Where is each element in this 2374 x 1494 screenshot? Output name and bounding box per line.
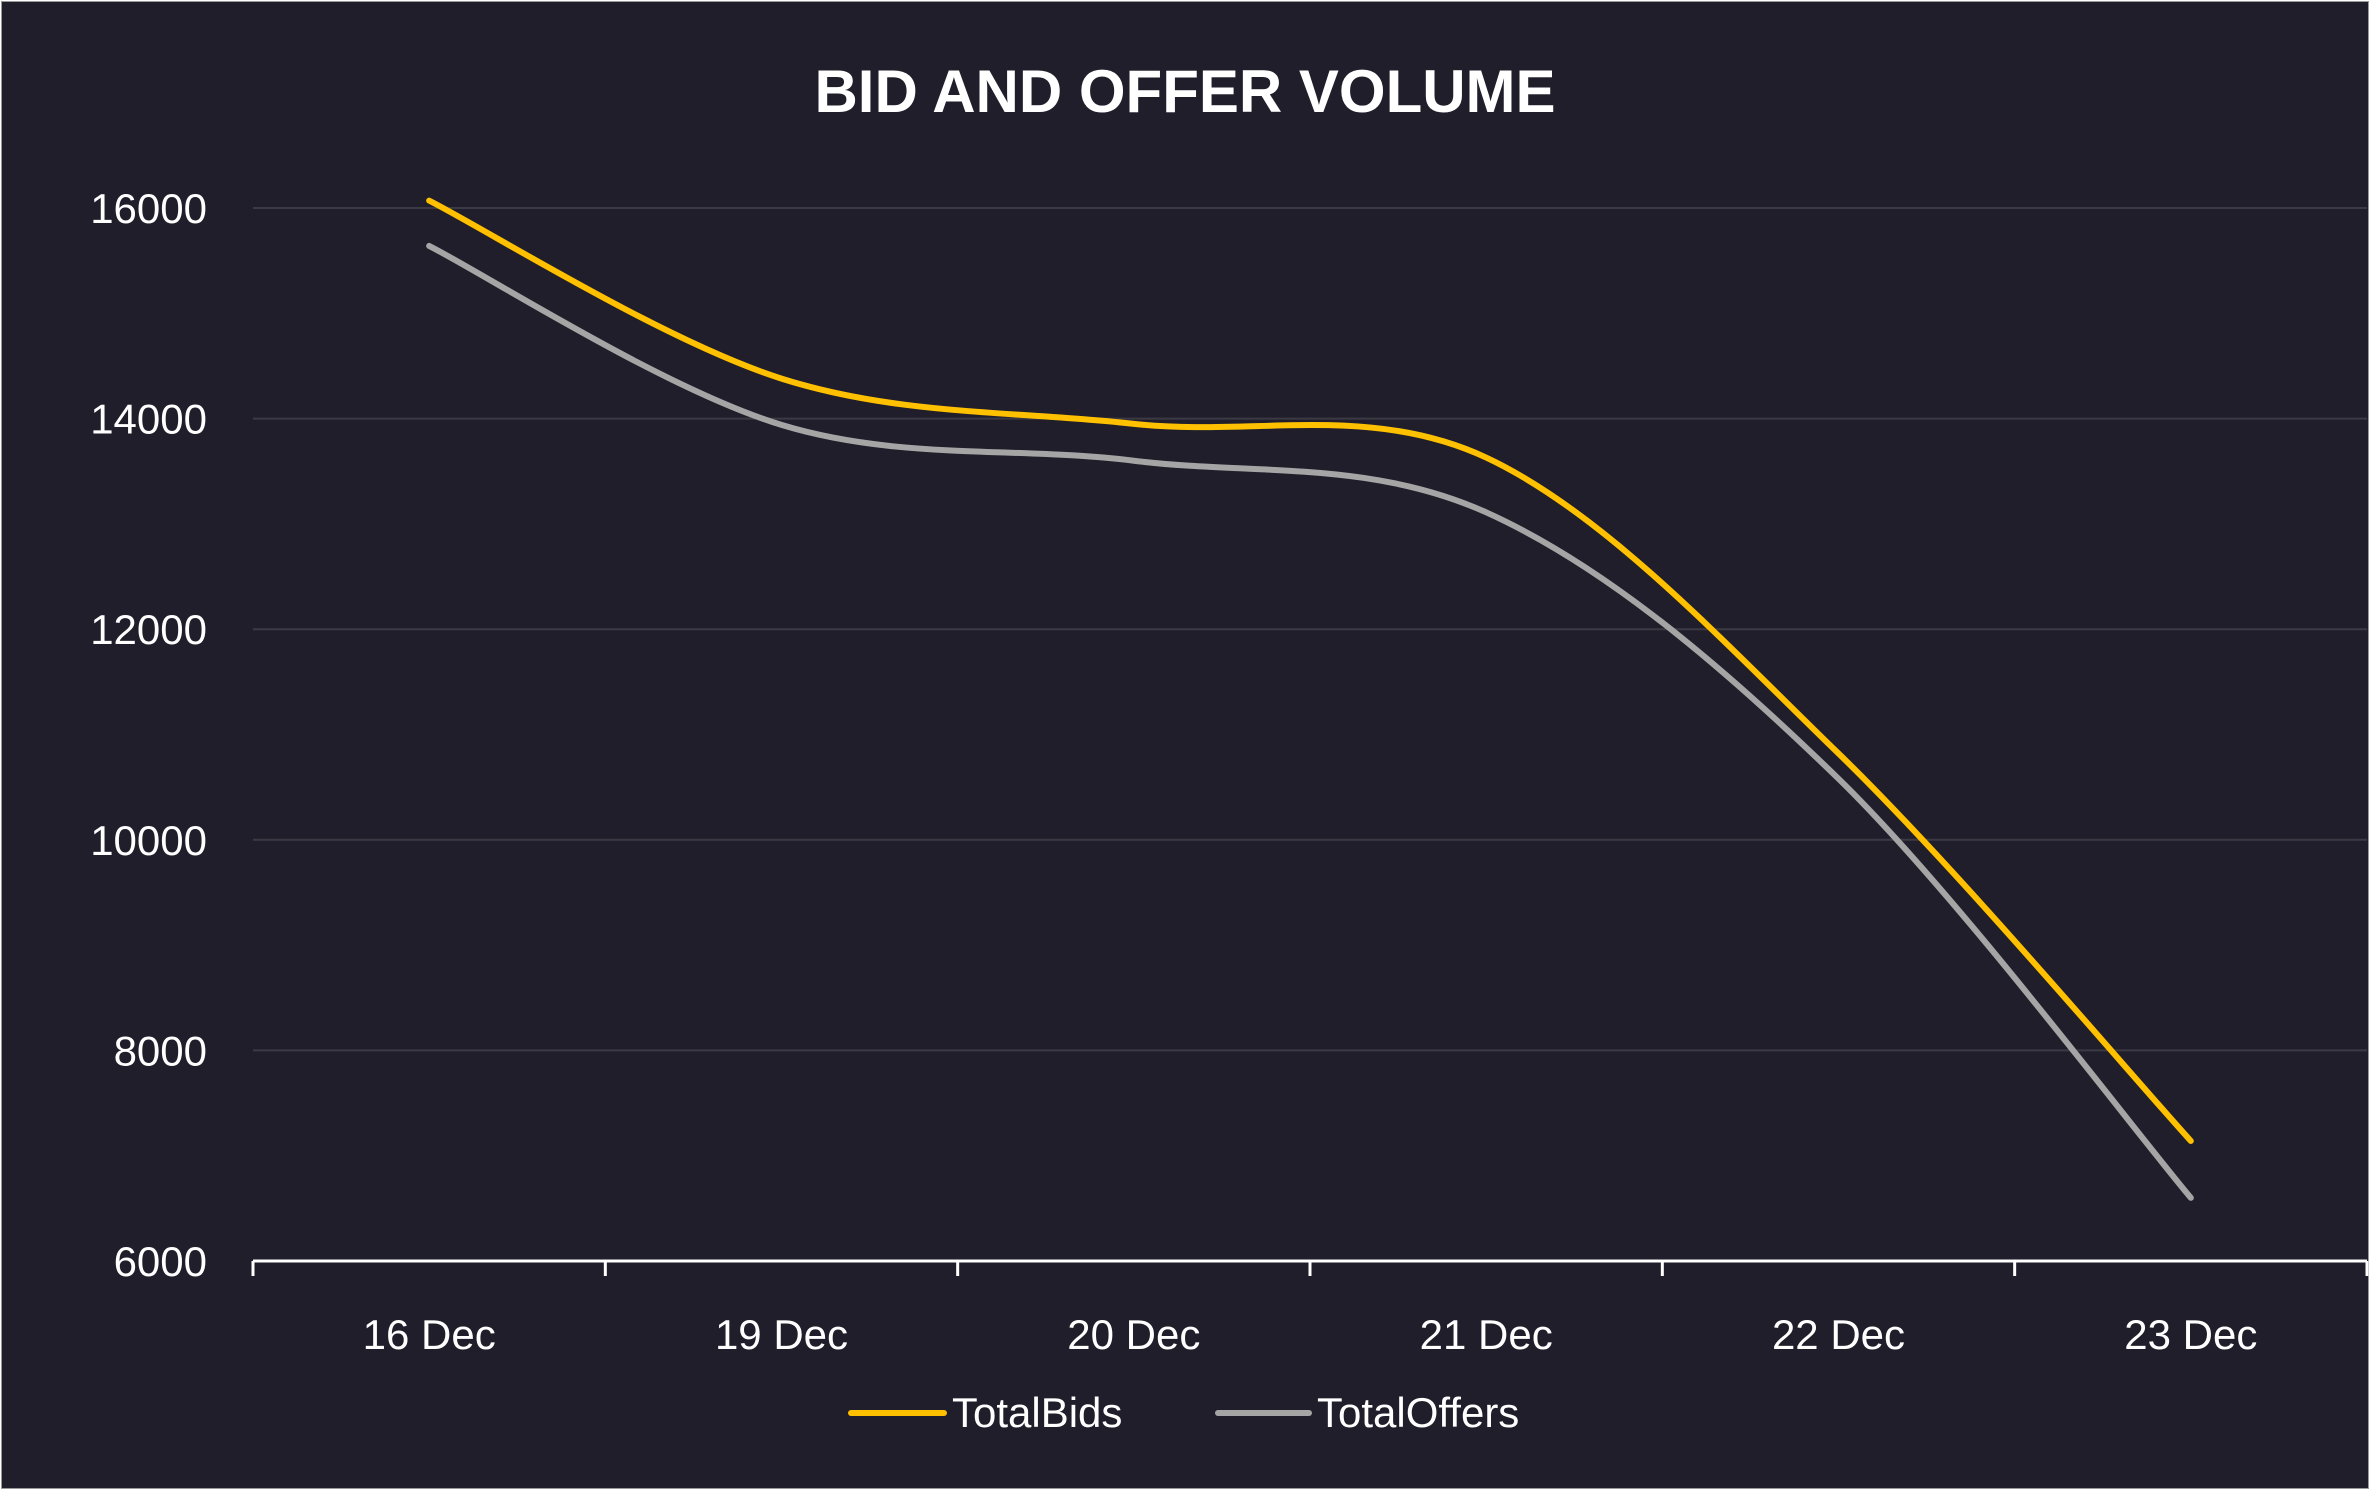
y-tick-label: 8000 [114, 1027, 207, 1074]
y-tick-label: 14000 [90, 396, 207, 443]
y-axis-tick-labels: 6000 8000 10000 12000 14000 16000 [90, 185, 207, 1285]
x-axis-tick-labels: 16 Dec 19 Dec 20 Dec 21 Dec 22 Dec 23 Dec [363, 1311, 2258, 1358]
x-tick-label: 20 Dec [1067, 1311, 1200, 1358]
legend: TotalBids TotalOffers [848, 1389, 1519, 1436]
x-tick-label: 19 Dec [715, 1311, 848, 1358]
x-axis [251, 1259, 2369, 1276]
y-tick-label: 6000 [114, 1238, 207, 1285]
legend-label-totaloffers[interactable]: TotalOffers [1317, 1389, 1519, 1436]
series-lines [426, 197, 2194, 1201]
x-tick-label: 22 Dec [1772, 1311, 1905, 1358]
series-line-totaloffers [426, 242, 2194, 1201]
y-tick-label: 16000 [90, 185, 207, 232]
chart-title: BID AND OFFER VOLUME [814, 58, 1555, 125]
x-tick-label: 16 Dec [363, 1311, 496, 1358]
y-tick-label: 12000 [90, 606, 207, 653]
y-tick-label: 10000 [90, 817, 207, 864]
legend-label-totalbids[interactable]: TotalBids [952, 1389, 1122, 1436]
x-tick-label: 21 Dec [1420, 1311, 1553, 1358]
series-line-totalbids [426, 197, 2194, 1144]
gridlines [253, 207, 2367, 1052]
x-tick-label: 23 Dec [2124, 1311, 2257, 1358]
